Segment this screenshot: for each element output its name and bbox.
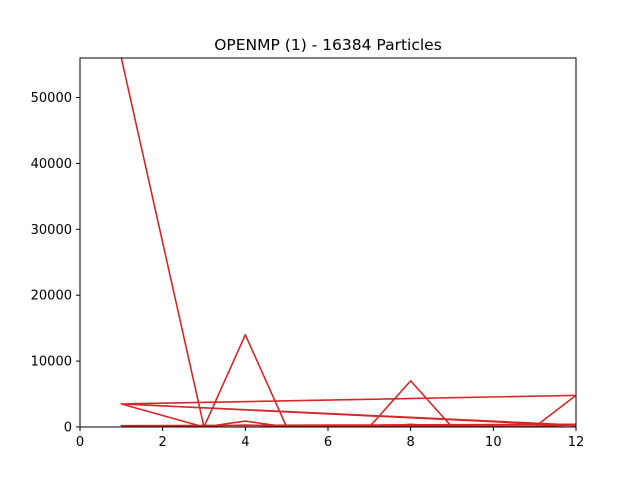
- y-tick-label: 40000: [31, 157, 72, 172]
- series-layer: [120, 58, 576, 427]
- x-tick-label: 12: [568, 435, 585, 450]
- y-tick-label: 30000: [31, 223, 72, 238]
- axes-frame: [79, 57, 577, 428]
- x-tick-label: 10: [485, 435, 502, 450]
- x-tick-label: 8: [407, 435, 415, 450]
- series-line-0: [120, 58, 576, 427]
- y-axis: 0 10000 20000 30000 40000 50000: [31, 91, 80, 436]
- y-tick-label: 10000: [31, 355, 72, 370]
- x-tick-label: 6: [324, 435, 332, 450]
- x-axis: 0 2 4 6 8 10 12: [76, 427, 584, 450]
- x-tick-label: 4: [241, 435, 249, 450]
- y-tick-label: 20000: [31, 289, 72, 304]
- y-tick-label: 50000: [31, 91, 72, 106]
- x-tick-label: 2: [159, 435, 167, 450]
- y-tick-label: 0: [64, 421, 72, 436]
- plot-area: 0 2 4 6 8 10 12 0 10000 20000 30000 40000 50000: [31, 57, 584, 450]
- chart-title: OPENMP (1) - 16384 Particles: [214, 36, 442, 54]
- x-tick-label: 0: [76, 435, 84, 450]
